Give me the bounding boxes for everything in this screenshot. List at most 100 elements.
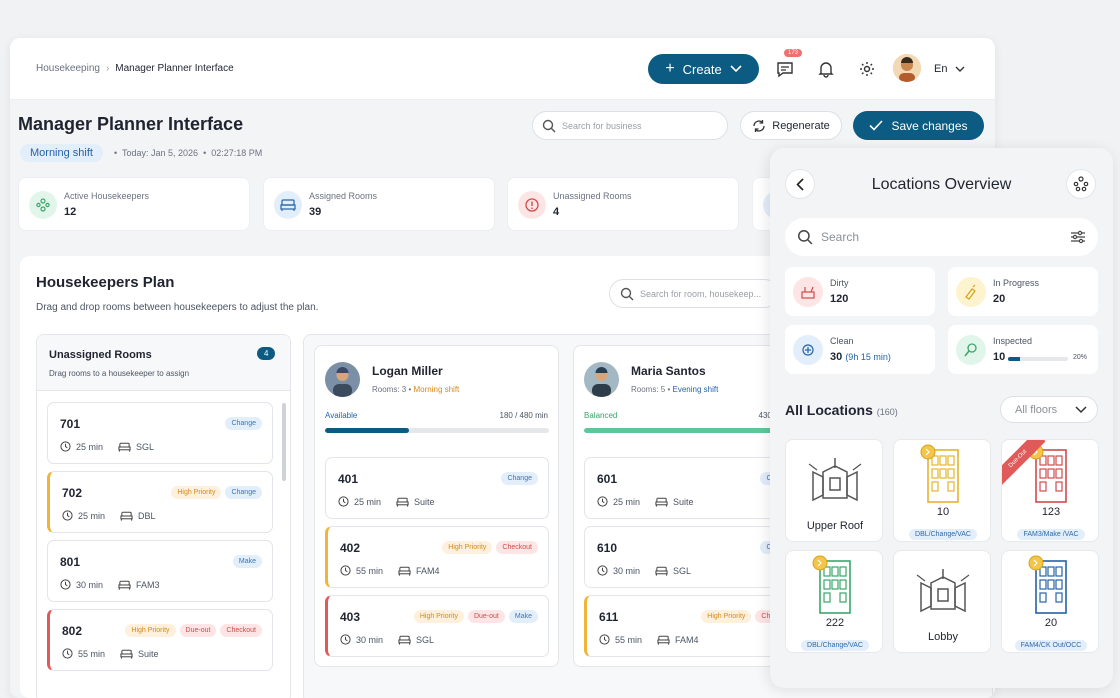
location-card[interactable]: Upper Roof [785, 439, 883, 542]
bed-icon [120, 649, 133, 659]
building-icon [916, 569, 970, 613]
room-card[interactable]: 801 Make 30 min FAM3 [47, 540, 273, 602]
room-card[interactable]: 402 High Priority Checkout 55 min FAM4 [325, 526, 549, 588]
dirty-icon [793, 277, 823, 307]
plus-icon: + [665, 60, 675, 77]
bed-icon [274, 191, 302, 219]
housekeeper-info: Rooms: 3 • Morning shift [372, 385, 460, 394]
status-dirty[interactable]: Dirty 120 [785, 267, 935, 316]
regenerate-button[interactable]: Regenerate [740, 111, 842, 140]
location-card[interactable]: 20 FAM4/CK Out/OCC [1001, 550, 1099, 653]
room-meta: 55 min FAM4 [599, 634, 699, 645]
workload-fill [584, 428, 785, 433]
create-button[interactable]: + Create [648, 54, 759, 84]
tag-make: Make [508, 610, 538, 623]
location-card[interactable]: Lobby [893, 550, 991, 653]
locations-search[interactable]: Search [785, 218, 1098, 256]
filter-icon[interactable] [1070, 229, 1086, 245]
breadcrumb: Housekeeping › Manager Planner Interface [36, 63, 234, 74]
status-value: 120 [830, 293, 849, 305]
room-time: 55 min [615, 634, 643, 645]
save-changes-button[interactable]: Save changes [853, 111, 984, 140]
check-icon [869, 120, 884, 131]
shift-badge[interactable]: Morning shift [20, 144, 103, 162]
locations-search-input[interactable]: Search [821, 230, 860, 244]
location-card[interactable]: 222 DBL/Change/VAC [785, 550, 883, 653]
notifications-button[interactable] [815, 58, 837, 80]
clock-icon [62, 510, 73, 521]
status-in-progress[interactable]: In Progress 20 [948, 267, 1098, 316]
clock-icon [338, 496, 349, 507]
room-door-icon [1028, 555, 1067, 614]
tag-due-out: Due-out [467, 610, 505, 623]
room-time: 25 min [76, 441, 104, 452]
status-value: 10 [993, 351, 1006, 363]
search-icon [797, 229, 813, 245]
status-inspected[interactable]: Inspected 10 20% [948, 325, 1098, 374]
business-search[interactable]: Search for business [532, 111, 728, 140]
all-locations-title: All Locations (160) [785, 402, 898, 418]
room-number: 401 [338, 472, 359, 486]
tag-change: Change [501, 472, 538, 485]
clock-icon [340, 634, 351, 645]
housekeeper-card: Logan Miller Rooms: 3 • Morning shift Av… [314, 345, 559, 667]
breadcrumb-root[interactable]: Housekeeping [36, 63, 100, 74]
room-card[interactable]: 802 High Priority Due-out Checkout 55 min … [47, 609, 273, 671]
room-time: 25 min [613, 496, 641, 507]
status-label: Inspected [993, 336, 1033, 346]
room-card[interactable]: 401 Change 25 min Suite [325, 457, 549, 519]
chevron-down-icon [955, 66, 965, 72]
user-avatar[interactable] [893, 54, 921, 82]
status-clean[interactable]: Clean 30 (9h 15 min) [785, 325, 935, 374]
room-bed-type: DBL [138, 510, 156, 521]
stat-label: Unassigned Rooms [553, 191, 632, 201]
chevron-right-icon: › [105, 63, 110, 74]
cleaning-icon [956, 277, 986, 307]
business-search-input[interactable]: Search for business [562, 120, 642, 131]
location-card[interactable]: 123 FAM3/Make /VAC Due-Out [1001, 439, 1099, 542]
room-time: 30 min [613, 565, 641, 576]
stat-value: 12 [64, 206, 77, 218]
workload-status: Available [325, 411, 358, 420]
status-label: In Progress [993, 278, 1040, 288]
room-search[interactable]: Search for room, housekeep... [609, 279, 779, 308]
tag-checkout: Checkout [220, 624, 262, 637]
room-card[interactable]: 403 High Priority Due-out Make 30 min SGL [325, 595, 549, 657]
room-search-input[interactable]: Search for room, housekeep... [640, 288, 762, 299]
save-label: Save changes [891, 118, 968, 133]
bed-icon [398, 566, 411, 576]
language-select[interactable]: En [934, 63, 965, 75]
room-door-icon [812, 555, 851, 614]
room-tags: Make [232, 555, 262, 568]
network-icon [1073, 176, 1089, 192]
housekeeper-avatar [325, 362, 360, 397]
housekeeper-info: Rooms: 5 • Evening shift [631, 385, 719, 394]
room-tags: High Priority Change [171, 486, 262, 499]
status-label: Clean [830, 336, 854, 346]
network-button[interactable] [1066, 169, 1096, 199]
location-name: Lobby [928, 631, 958, 643]
messages-button[interactable] [774, 58, 796, 80]
room-tags: High Priority Due-out Make [413, 610, 538, 623]
bell-icon [818, 62, 834, 78]
location-card[interactable]: 10 DBL/Change/VAC [893, 439, 991, 542]
room-card[interactable]: 701 Change 25 min SGL [47, 402, 273, 464]
location-number: 10 [936, 506, 950, 518]
locations-overview-panel: Locations Overview Search Dirty 120 In P… [770, 148, 1113, 688]
workload-fill [325, 428, 409, 433]
language-label: En [934, 63, 948, 75]
tag-high-priority: High Priority [171, 486, 222, 499]
location-code: DBL/Change/VAC [786, 634, 882, 652]
room-time: 30 min [356, 634, 384, 645]
unassigned-header: Unassigned Rooms Drag rooms to a houseke… [37, 335, 290, 391]
room-card[interactable]: 702 High Priority Change 25 min DBL [47, 471, 273, 533]
room-bed-type: FAM4 [675, 634, 699, 645]
back-button[interactable] [785, 169, 815, 199]
bed-icon [655, 497, 668, 507]
settings-button[interactable] [856, 58, 878, 80]
workload-bar [325, 428, 549, 433]
floor-select[interactable]: All floors [1000, 396, 1098, 423]
scrollbar[interactable] [282, 403, 286, 481]
tag-high-priority: High Priority [701, 610, 752, 623]
refresh-icon [753, 119, 765, 132]
